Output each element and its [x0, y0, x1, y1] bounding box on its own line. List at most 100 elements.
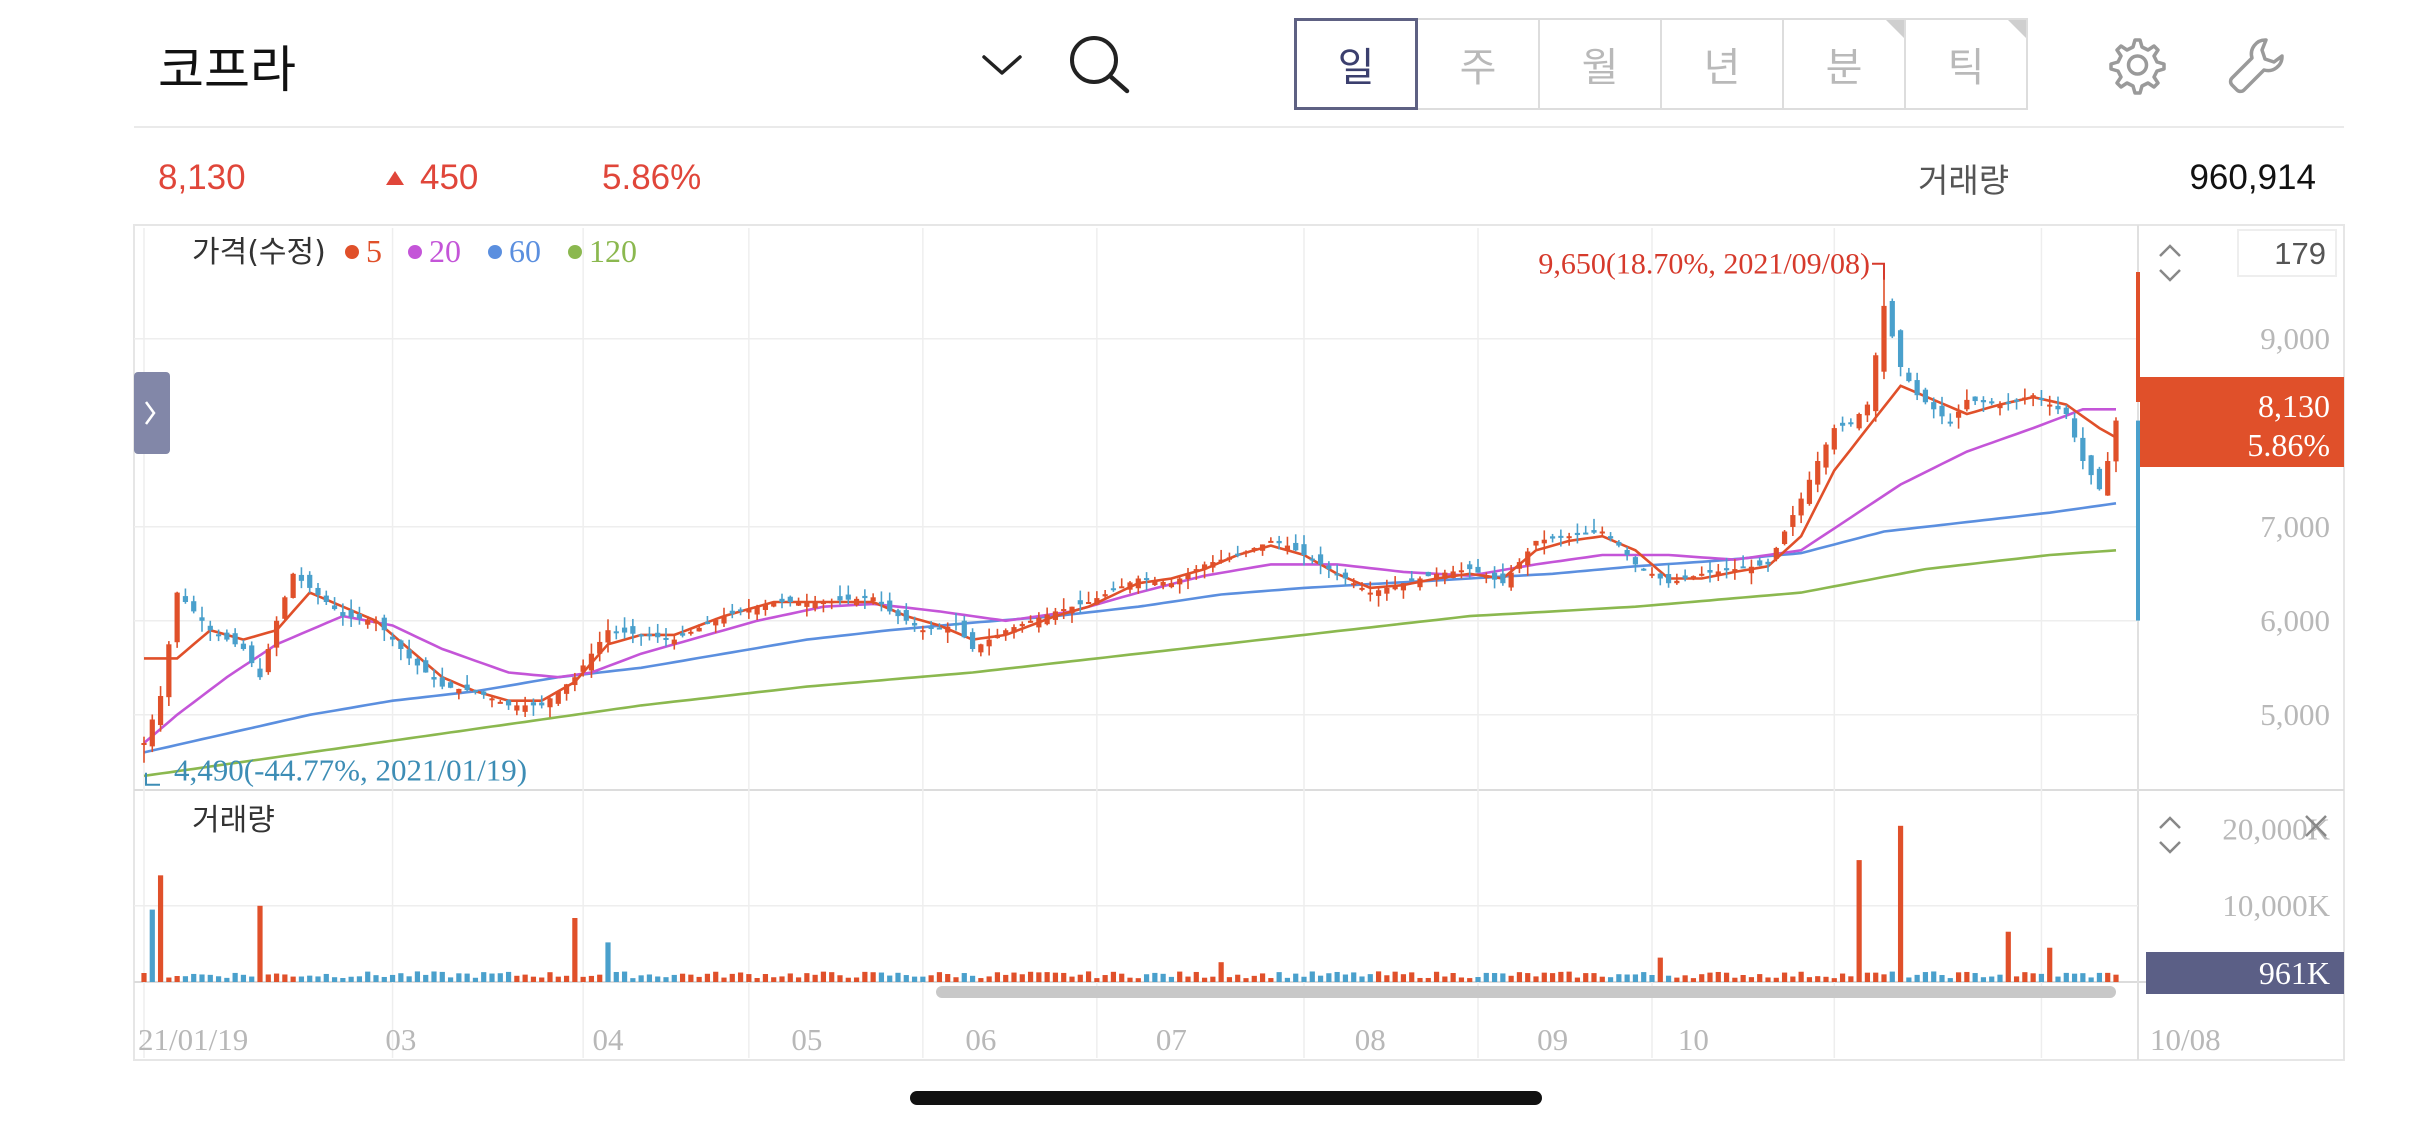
candle-body — [605, 630, 611, 643]
candle-body — [398, 640, 404, 649]
tab-0[interactable]: 일 — [1294, 18, 1418, 110]
price-range-up-bar — [2136, 272, 2140, 402]
candle-body — [1723, 568, 1730, 571]
candle-body — [1955, 411, 1962, 418]
volume-bar — [961, 973, 967, 982]
volume-bar — [1906, 977, 1912, 982]
stock-dropdown-button[interactable] — [975, 40, 1029, 90]
volume-bar — [1450, 973, 1456, 982]
price-scale-button[interactable] — [2159, 244, 2181, 282]
candle-body — [1931, 402, 1937, 410]
chevron-down-icon — [982, 55, 1022, 75]
candle-body — [1218, 559, 1224, 563]
candle-body — [721, 616, 727, 624]
x-tick-label: 21/01/19 — [138, 1022, 248, 1057]
chart-scrollbar[interactable] — [936, 986, 2116, 998]
candle-body — [1359, 587, 1365, 590]
candle-body — [505, 700, 512, 706]
volume-pane-title: 거래량 — [192, 803, 275, 838]
gear-icon — [2109, 38, 2166, 95]
volume-bar — [1185, 976, 1191, 982]
volume-bar — [1293, 973, 1299, 982]
candle-body — [331, 605, 338, 610]
candle-body — [2063, 407, 2069, 414]
volume-bar — [1649, 975, 1655, 982]
volume-bar — [1400, 974, 1407, 982]
candle-body — [1301, 544, 1307, 555]
candle-body — [2113, 420, 2119, 462]
wrench-icon — [2228, 38, 2284, 94]
stock-chart[interactable]: 가격(수정) 5 20 60 1209,0007,0006,0005,00020,000… — [0, 0, 2436, 1080]
volume-bar — [1102, 975, 1108, 982]
volume-bar — [1541, 972, 1547, 982]
candle-body — [414, 658, 421, 666]
settings-button[interactable] — [2102, 32, 2168, 98]
candle-body — [1425, 571, 1431, 577]
volume-bar — [572, 918, 578, 982]
volume-bar — [1707, 972, 1713, 982]
volume-bar — [754, 977, 760, 982]
price-change-percent: 5.86% — [602, 158, 702, 197]
volume-bar — [1972, 973, 1978, 982]
volume-bar — [1873, 972, 1879, 982]
volume-bar — [174, 976, 180, 982]
volume-bar — [398, 973, 404, 982]
volume-bar — [2055, 976, 2061, 982]
candle-body — [1757, 560, 1763, 566]
volume-bar — [2063, 972, 2069, 982]
volume-bar — [1525, 973, 1531, 982]
volume-bar — [1690, 978, 1697, 982]
candle-body — [1110, 588, 1117, 591]
candle-body — [862, 595, 868, 599]
volume-bar — [2096, 972, 2103, 982]
tab-3[interactable]: 년 — [1660, 18, 1784, 110]
volume-bar — [2080, 973, 2086, 982]
volume-bar — [862, 971, 868, 982]
candle-body — [969, 632, 976, 649]
volume-bar — [1599, 976, 1605, 982]
side-drawer-handle[interactable] — [134, 372, 170, 454]
volume-bar — [762, 974, 769, 982]
legend-dot-20 — [408, 245, 422, 259]
candle-body — [315, 587, 321, 595]
candle-body — [729, 610, 735, 614]
candle-body — [1226, 557, 1233, 560]
candle-body — [1781, 531, 1788, 545]
candle-body — [1873, 355, 1879, 412]
candle-body — [945, 626, 951, 633]
volume-bar — [1417, 977, 1423, 982]
candle-body — [456, 688, 462, 694]
candle-body — [1964, 399, 1970, 410]
candle-body — [646, 634, 653, 637]
tab-label: 일 — [1337, 45, 1375, 91]
candle-body — [870, 597, 876, 602]
volume-bar — [911, 976, 918, 982]
volume-bar — [580, 976, 586, 982]
candle-body — [1732, 569, 1738, 572]
search-button[interactable] — [1064, 30, 1134, 100]
candle-body — [1740, 566, 1746, 569]
candle-body — [638, 634, 644, 637]
candle-body — [1027, 620, 1034, 623]
candle-body — [1309, 558, 1315, 561]
volume-bar — [1790, 976, 1796, 982]
candle-body — [555, 691, 561, 704]
candle-body — [771, 602, 777, 607]
candle-body — [547, 698, 553, 708]
candle-body — [447, 682, 454, 688]
tools-button[interactable] — [2224, 32, 2290, 98]
candle-body — [1972, 396, 1978, 402]
volume-bar — [1657, 957, 1663, 982]
volume-bar — [920, 976, 926, 982]
candle-body — [1003, 630, 1009, 636]
volume-bar — [1094, 978, 1100, 982]
header: 코프라 일 주 월 년 분 틱 — [0, 0, 2436, 130]
candle-body — [630, 626, 636, 634]
close-volume-pane-button[interactable] — [2305, 815, 2327, 837]
volume-bar — [1566, 971, 1572, 982]
candle-body — [1392, 585, 1398, 590]
tab-5[interactable]: 틱 — [1904, 18, 2028, 110]
volume-scale-button[interactable] — [2159, 816, 2181, 854]
candle-body — [191, 601, 197, 612]
candle-body — [1599, 531, 1605, 534]
